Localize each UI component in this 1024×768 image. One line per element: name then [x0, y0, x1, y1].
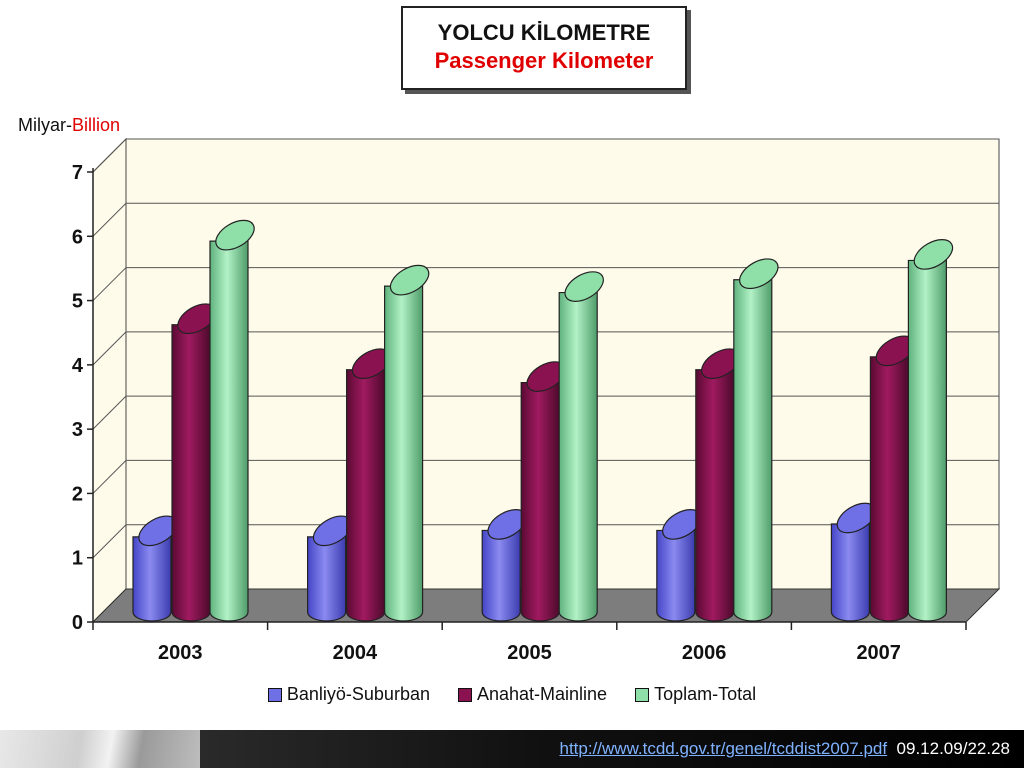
- bar-body: [384, 285, 424, 622]
- legend-swatch: [267, 687, 282, 702]
- bar-2007-0: [830, 502, 877, 622]
- bar-2006-0: [656, 509, 702, 622]
- x-tick-label: 2004: [333, 642, 378, 664]
- y-tick-label: 2: [72, 483, 83, 505]
- bar-body: [481, 529, 521, 622]
- footer-datetime: 09.12.09/22.28: [896, 739, 1010, 758]
- bar-body: [656, 529, 696, 622]
- side-wall: [92, 137, 127, 624]
- bar-body: [558, 291, 598, 622]
- bar-2005-0: [481, 509, 527, 622]
- source-link[interactable]: http://www.tcdd.gov.tr/genel/tcddist2007…: [559, 739, 888, 758]
- bar-body: [907, 259, 947, 622]
- bar-2004-2: [384, 264, 430, 622]
- bar-body: [520, 381, 560, 622]
- bar-2007-2: [907, 239, 954, 622]
- bar-2005-2: [558, 271, 604, 622]
- bar-body: [695, 369, 735, 622]
- gridline: [92, 138, 999, 173]
- bar-top: [389, 264, 430, 296]
- bar-top: [564, 271, 604, 302]
- footer-dark-band: http://www.tcdd.gov.tr/genel/tcddist2007…: [200, 730, 1024, 768]
- bar-top: [215, 219, 255, 251]
- y-tick-label: 0: [72, 612, 83, 634]
- chart-title-english: Passenger Kilometer: [434, 48, 654, 73]
- x-tick-label: 2007: [856, 642, 901, 664]
- bar-2003-2: [209, 219, 255, 622]
- legend-label: Toplam-Total: [654, 684, 757, 704]
- bar-body: [132, 536, 172, 622]
- chart-legend: Banliyö-Suburban Anahat-Mainline Toplam-To…: [0, 684, 1024, 705]
- bar-body: [307, 536, 347, 622]
- bar-body: [830, 523, 870, 622]
- bar-body: [869, 356, 909, 622]
- bar-2004-0: [307, 515, 353, 622]
- y-tick-label: 5: [72, 291, 83, 313]
- bar-top: [913, 239, 954, 270]
- bar-2003-0: [132, 515, 178, 622]
- footer-decoration: [0, 730, 200, 768]
- bar-top: [739, 258, 779, 290]
- bar-body: [171, 324, 211, 622]
- x-tick-label: 2003: [158, 642, 203, 664]
- gridline: [92, 331, 999, 366]
- chart-title-turkish: YOLCU KİLOMETRE: [437, 20, 651, 45]
- y-tick-label: 7: [72, 162, 83, 184]
- bar-2006-2: [733, 258, 779, 622]
- bar-body: [733, 279, 773, 622]
- chart-title-box: YOLCU KİLOMETRE Passenger Kilometer: [401, 6, 687, 90]
- unit-label-english: Billion: [72, 115, 121, 135]
- unit-label-turkish: Milyar-: [18, 115, 72, 135]
- y-axis-unit-label: Milyar-Billion: [18, 115, 120, 136]
- y-tick-label: 4: [72, 355, 84, 377]
- gridline: [92, 267, 999, 301]
- bar-2003-1: [171, 303, 217, 622]
- gridline: [92, 202, 999, 237]
- bar-2004-1: [346, 348, 392, 622]
- legend-item: Toplam-Total: [635, 684, 756, 705]
- x-tick-label: 2006: [682, 642, 727, 664]
- legend-label: Anahat-Mainline: [476, 684, 608, 704]
- footer-bar: http://www.tcdd.gov.tr/genel/tcddist2007…: [0, 730, 1024, 768]
- legend-item: Banliyö-Suburban: [267, 684, 430, 705]
- x-tick-label: 2005: [507, 642, 552, 664]
- legend-label: Banliyö-Suburban: [286, 684, 430, 704]
- bar-body: [209, 240, 249, 622]
- y-tick-label: 3: [72, 419, 83, 441]
- legend-item: Anahat-Mainline: [457, 684, 608, 705]
- legend-swatch: [635, 687, 650, 702]
- legend-swatch: [457, 687, 472, 702]
- y-tick-label: 1: [72, 548, 83, 570]
- y-tick-label: 6: [72, 226, 83, 248]
- footer-text: http://www.tcdd.gov.tr/genel/tcddist2007…: [559, 739, 1010, 759]
- bar-body: [346, 369, 386, 622]
